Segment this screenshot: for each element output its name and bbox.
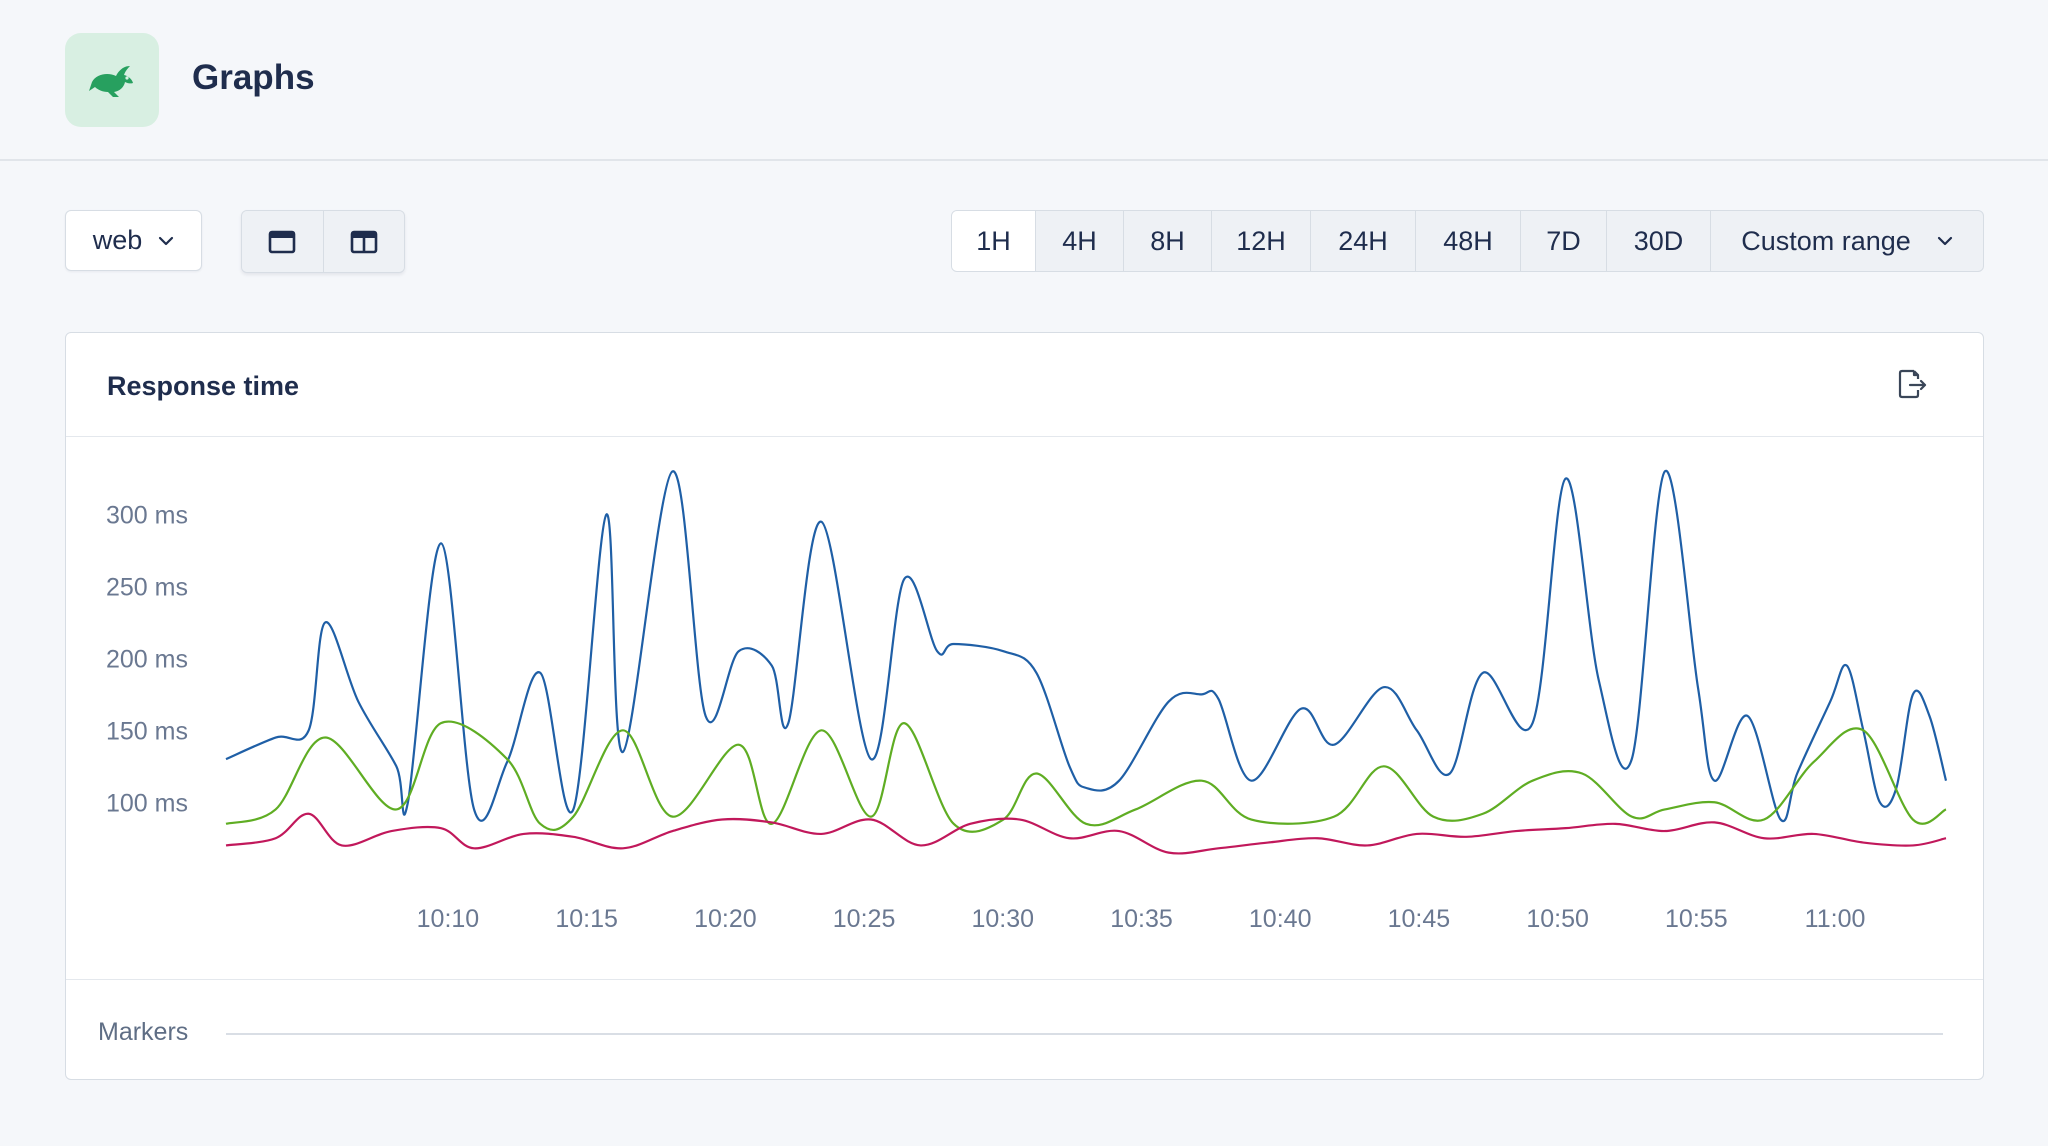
app-logo[interactable] [65,33,159,127]
two-column-layout-icon [350,230,378,253]
export-icon [1898,369,1927,399]
namespace-select[interactable]: web [65,210,202,271]
x-tick-label: 10:30 [971,905,1034,933]
range-7d-button[interactable]: 7D [1520,211,1606,271]
x-tick-label: 10:35 [1110,905,1173,933]
range-4h-button[interactable]: 4H [1035,211,1123,271]
markers-track[interactable] [226,1033,1943,1035]
x-tick-label: 10:55 [1665,905,1728,933]
x-tick-label: 10:15 [555,905,618,933]
export-button[interactable] [1896,369,1928,404]
x-tick-label: 10:50 [1526,905,1589,933]
range-8h-button[interactable]: 8H [1123,211,1211,271]
top-bar: Graphs [0,0,2048,161]
x-tick-label: 10:25 [833,905,896,933]
range-12h-button[interactable]: 12H [1211,211,1310,271]
two-column-layout-button[interactable] [322,211,404,272]
x-tick-label: 10:45 [1388,905,1451,933]
markers-row: Markers [66,979,1983,1079]
y-tick-label: 250 ms [106,573,188,601]
layout-toggle-group [241,210,405,273]
chevron-down-icon [1937,236,1952,246]
response-time-chart[interactable]: 100 ms 150 ms 200 ms 250 ms 300 ms 10:10 10:15… [66,437,1983,979]
namespace-select-value: web [92,225,143,255]
series-line-1[interactable] [225,470,1948,823]
card-title: Response time [107,371,300,401]
range-label: 48H [1443,225,1493,256]
range-30d-button[interactable]: 30D [1606,211,1710,271]
single-column-layout-icon [268,230,296,253]
range-label: 24H [1338,225,1388,256]
y-tick-label: 150 ms [106,717,188,745]
range-label: 12H [1236,225,1286,256]
range-24h-button[interactable]: 24H [1310,211,1415,271]
x-tick-label: 10:40 [1249,905,1312,933]
x-tick-label: 11:00 [1805,905,1866,933]
x-tick-label: 10:20 [694,905,757,933]
range-1h-button[interactable]: 1H [952,211,1035,271]
custom-range-label: Custom range [1741,225,1911,256]
markers-label: Markers [98,1018,189,1046]
series-line-3[interactable] [225,812,1947,855]
series-line-2[interactable] [225,720,1947,833]
range-label: 30D [1633,225,1684,256]
y-tick-label: 100 ms [106,789,188,817]
x-tick-label: 10:10 [417,905,480,933]
page-title: Graphs [192,58,315,97]
y-tick-label: 300 ms [106,502,188,530]
y-tick-label: 200 ms [106,645,188,673]
range-label: 1H [976,225,1011,256]
chevron-down-icon [159,236,174,245]
single-column-layout-button[interactable] [242,211,323,272]
range-label: 4H [1062,225,1097,256]
rabbit-icon [89,66,133,97]
chart-svg: 100 ms 150 ms 200 ms 250 ms 300 ms 10:10 10:15… [106,470,1948,933]
card-header: Response time [66,333,1983,437]
range-label: 8H [1150,225,1185,256]
custom-range-dropdown[interactable]: Custom range [1710,211,1983,271]
range-48h-button[interactable]: 48H [1415,211,1520,271]
time-range-group: 1H 4H 8H 12H 24H 48H 7D 30D Custom range [951,210,1984,272]
range-label: 7D [1546,225,1581,256]
response-time-card: Response time 100 ms 150 ms 200 ms 250 ms 30… [65,332,1984,1080]
